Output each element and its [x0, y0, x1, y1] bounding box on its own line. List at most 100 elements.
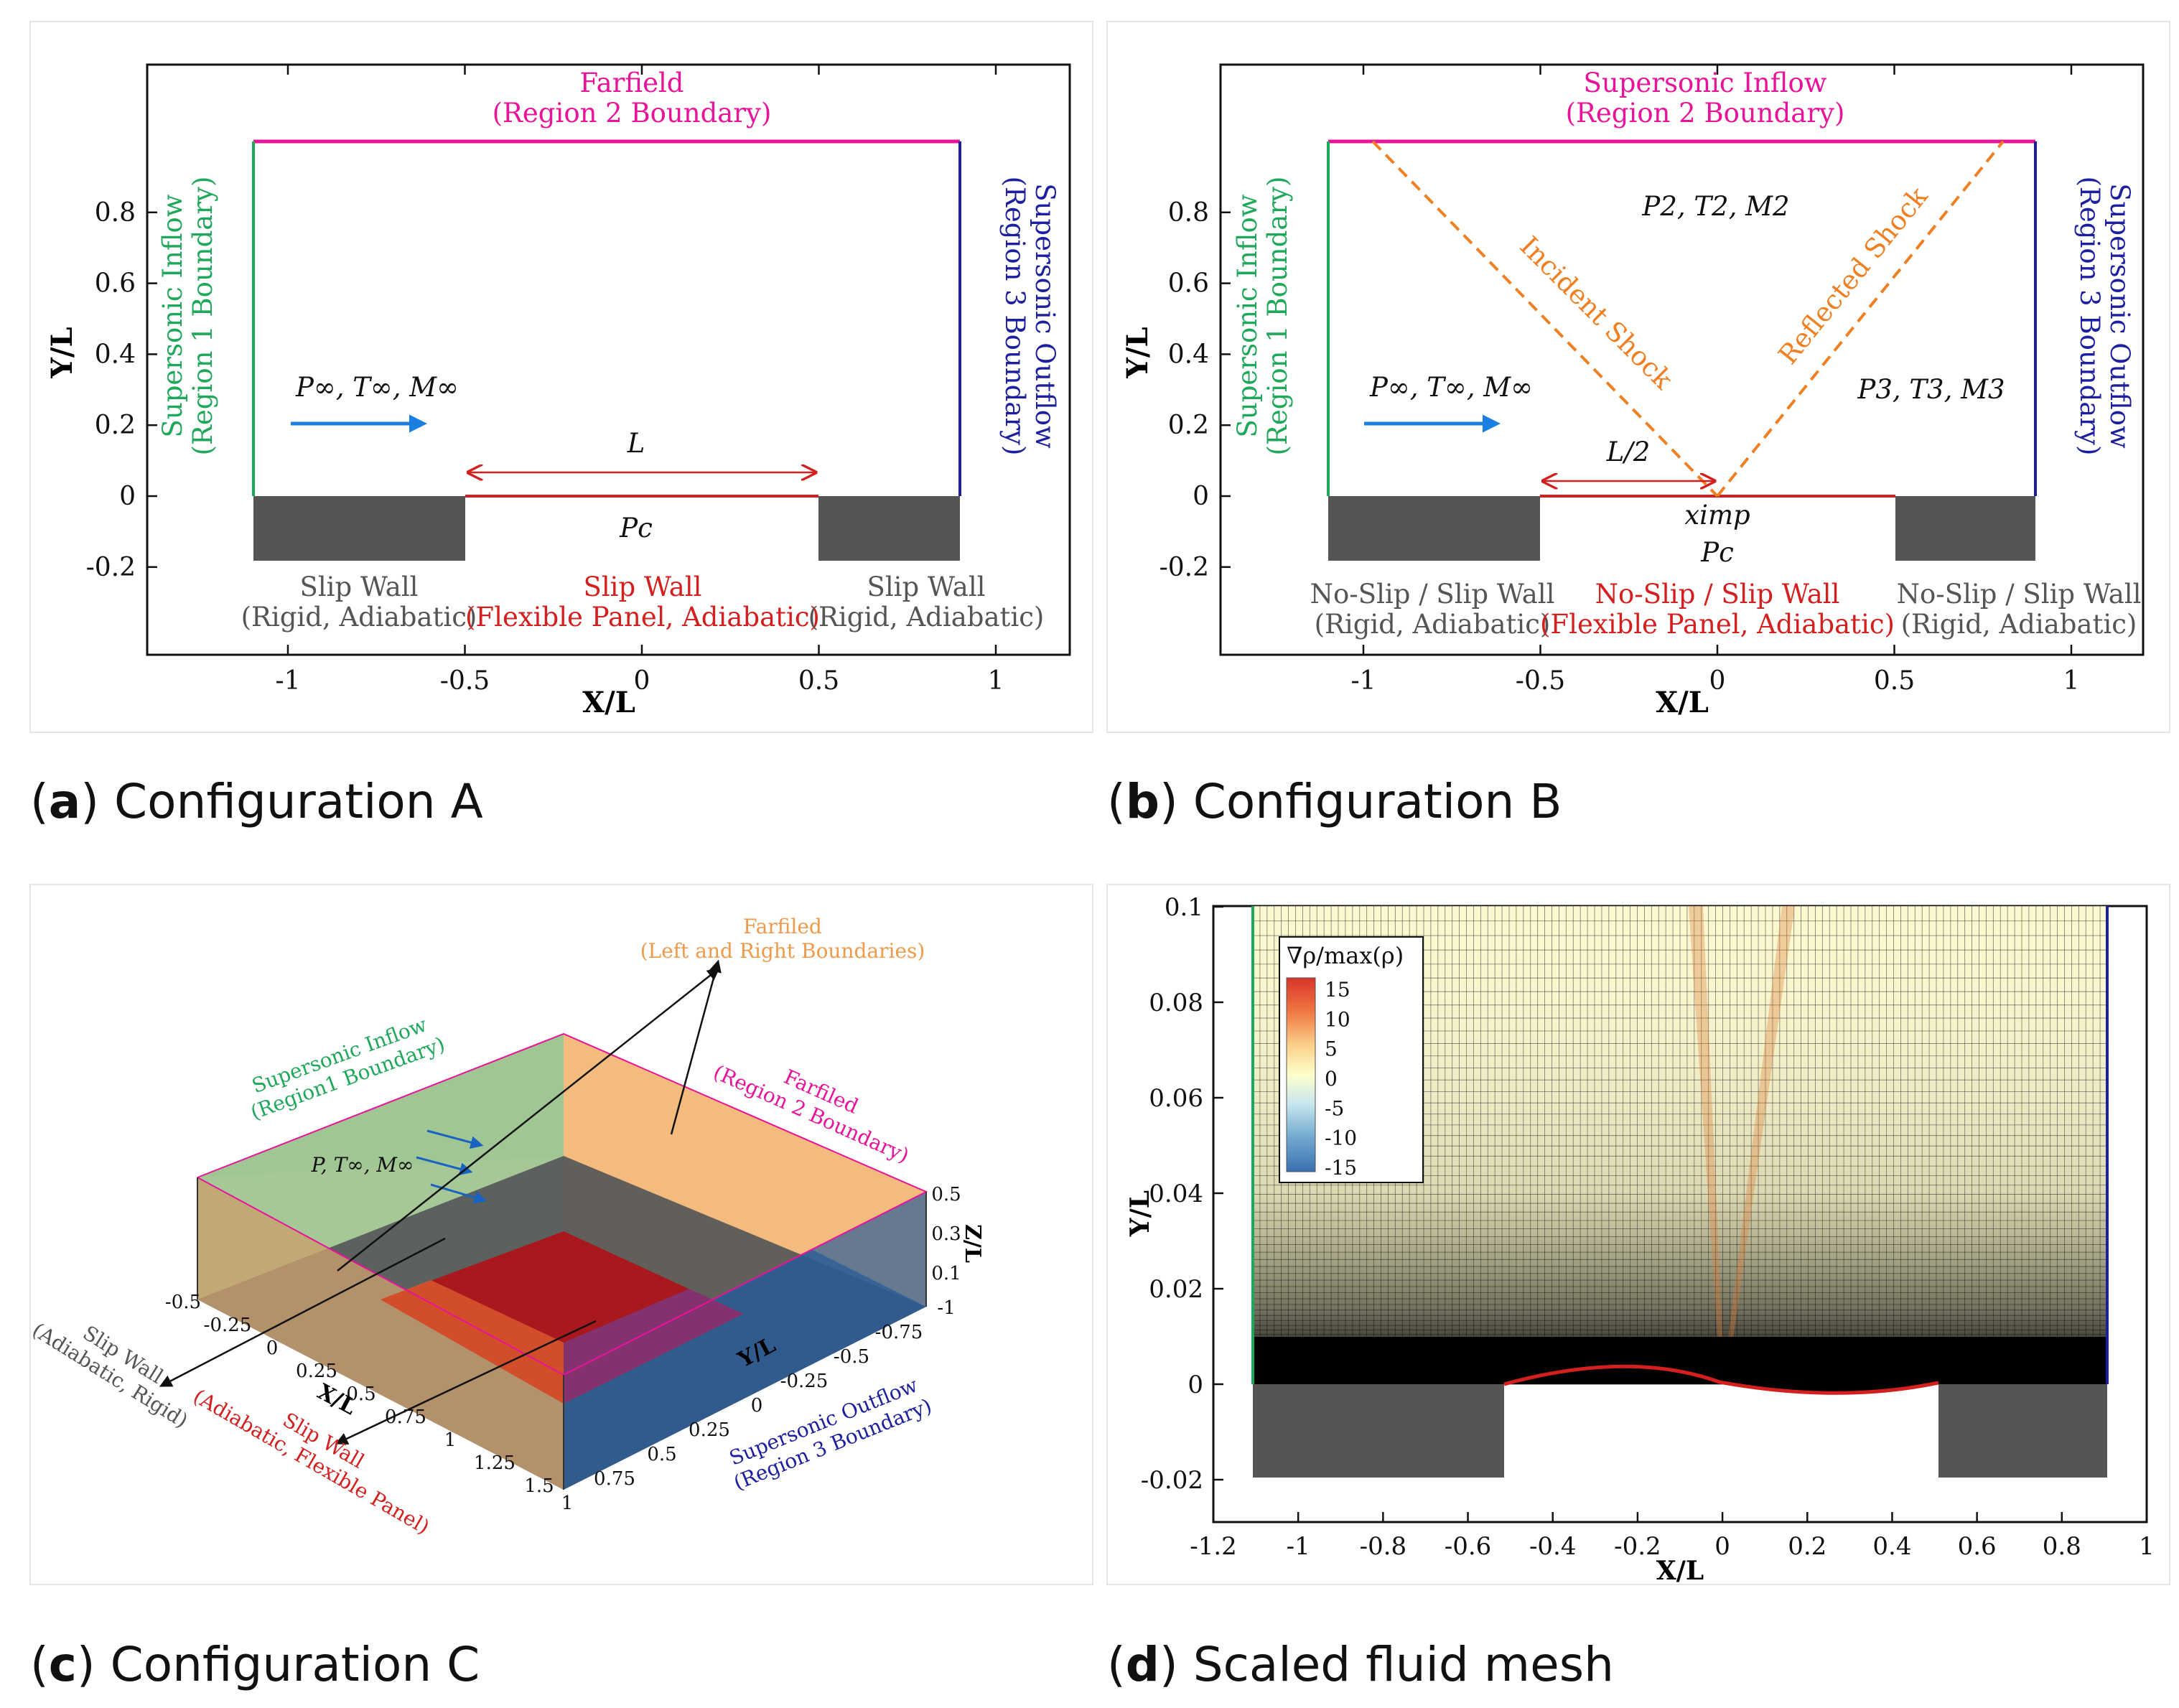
region3-conditions: P3, T3, M3	[1857, 374, 2005, 405]
x-tick-label: 1.5	[524, 1475, 554, 1497]
incident-shock-line	[1371, 140, 1719, 498]
freestream-conditions: P∞, T∞, M∞	[295, 372, 459, 403]
farfield-lr-subtitle: (Left and Right Boundaries)	[640, 939, 925, 963]
reflected-shock-line	[1716, 140, 2005, 498]
inflow-subtitle: (Region 1 Boundary)	[1262, 177, 1293, 456]
top-inflow-title: Supersonic Inflow	[1584, 67, 1827, 98]
panel-c: Farfiled (Left and Right Boundaries) Sup…	[28, 884, 1093, 1585]
wall-mid-title: No-Slip / Slip Wall	[1595, 579, 1840, 610]
reflected-shock-label: Reflected Shock	[1773, 181, 1934, 370]
x-tick-label: 0	[1714, 1532, 1730, 1561]
wall-left-title: No-Slip / Slip Wall	[1310, 579, 1555, 610]
z-tick-label: 0.3	[931, 1223, 961, 1245]
y-tick-label: 0.25	[689, 1419, 730, 1441]
farfield-title: Farfield	[579, 67, 683, 98]
y-tick-label: 0.06	[1149, 1084, 1203, 1113]
outflow-title: Supersonic Outflow	[2104, 183, 2135, 449]
y-axis-label: Y/L	[45, 327, 79, 378]
freestream-conditions: P, T∞, M∞	[311, 1153, 414, 1177]
x-tick-label: -0.4	[1529, 1532, 1577, 1561]
wall-left-subtitle: (Rigid, Adiabatic)	[1315, 609, 1551, 640]
colorbar-title: ∇ρ/max(ρ)	[1287, 942, 1404, 969]
wall-mid-title: Slip Wall	[583, 571, 701, 602]
outflow-face	[564, 1192, 926, 1490]
y-tick-label: 0.08	[1149, 989, 1203, 1017]
plot-frame	[146, 63, 1071, 656]
x-axis-label: X/L	[1656, 686, 1709, 719]
x-tick-label: 1	[444, 1429, 457, 1451]
x-tick-label: 1.25	[474, 1452, 515, 1474]
x-axis-ticks: -1.2 -1 -0.8 -0.6 -0.4 -0.2 0 0.2 0.4 0.6 0.8 1	[1190, 1512, 2155, 1561]
colorbar-tick-label: 10	[1325, 1007, 1350, 1031]
x-tick-label: 0	[1709, 666, 1726, 696]
y-tick-label: 0	[1188, 1371, 1203, 1399]
wall-mid-subtitle: (Flexible Panel, Adiabatic)	[465, 602, 820, 633]
y-tick-label: 0	[1193, 482, 1209, 511]
plot-frame	[1219, 63, 2145, 656]
z-axis-ticks: 0.5 0.3 0.1	[931, 1184, 961, 1284]
x-tick-label: 0.5	[346, 1383, 375, 1405]
y-tick-label: 1	[561, 1493, 574, 1514]
inflow-title: Supersonic Inflow	[157, 194, 188, 437]
y-tick-label: 0.2	[95, 411, 136, 440]
x-tick-label: -0.5	[165, 1292, 201, 1313]
y-tick-label: 0.2	[1168, 411, 1209, 440]
caption-a: (a) Configuration A	[30, 774, 483, 829]
caption-d: (d) Scaled fluid mesh	[1107, 1637, 1614, 1692]
rigid-wall-right	[1895, 496, 2035, 561]
y-tick-label: 0.6	[1168, 269, 1209, 299]
colorbar-tick-label: -15	[1325, 1156, 1357, 1180]
y-tick-label: 0.5	[647, 1444, 676, 1465]
x-tick-label: -0.5	[1516, 666, 1565, 696]
y-tick-label: 0.75	[594, 1468, 635, 1490]
y-tick-label: 0.6	[95, 269, 136, 299]
x-tick-label: 0.6	[1958, 1532, 1997, 1561]
x-tick-label: 0.2	[1788, 1532, 1826, 1561]
inflow-subtitle: (Region 1 Boundary)	[187, 177, 218, 456]
flexible-panel	[381, 1231, 743, 1404]
x-tick-label: -0.25	[204, 1315, 252, 1336]
panel-a: -1 -0.5 0 0.5 1 0.8 0.6 0.4 0.2 0 -0.2 X/L Y/L Fa…	[29, 21, 1093, 733]
x-tick-label: -1	[1350, 666, 1376, 696]
x-tick-label: -0.2	[1614, 1532, 1661, 1561]
y-tick-label: 0.8	[95, 198, 136, 228]
wall-right-title: No-Slip / Slip Wall	[1897, 579, 2142, 610]
x-tick-label: 1	[988, 666, 1004, 696]
farfield-lr-title: Farfiled	[743, 915, 822, 938]
x-tick-label: -0.8	[1360, 1532, 1407, 1561]
x-tick-label: 0.8	[2043, 1532, 2081, 1561]
y-tick-label: -0.2	[86, 553, 136, 582]
deformed-panel	[1503, 1364, 1939, 1395]
reflected-shock-band	[1723, 906, 1795, 1378]
colorbar-tick-label: 5	[1325, 1037, 1338, 1061]
colorbar-tick-label: -10	[1325, 1126, 1357, 1150]
y-tick-label: 0.4	[95, 340, 136, 369]
rigid-wall-left	[1328, 496, 1540, 561]
x-axis-ticks: -1 -0.5 0 0.5 1	[275, 65, 1004, 696]
y-tick-label: -0.02	[1141, 1466, 1203, 1495]
inflow-title: Supersonic Inflow	[1232, 194, 1263, 437]
x-tick-label: 0.25	[296, 1361, 337, 1382]
wall-left-title: Slip Wall	[299, 571, 418, 602]
y-tick-label: -0.2	[1160, 553, 1209, 582]
x-tick-label: -1	[275, 666, 300, 696]
y-axis-ticks: -1 -0.75 -0.5-0.25 0 0.25 0.5 0.75 1	[561, 1297, 956, 1514]
rigid-wall-right	[1938, 1384, 2107, 1478]
x-axis-ticks: -0.5-0.25 0 0.25 0.5 0.75 1 1.25 1.5	[165, 1292, 554, 1497]
y-axis-ticks: 0.8 0.6 0.4 0.2 0 -0.2	[1160, 198, 1231, 582]
x-tick-label: 0	[634, 666, 650, 696]
x-axis-label: X/L	[1656, 1556, 1704, 1586]
y-tick-label: -0.5	[834, 1346, 869, 1368]
wall-right-title: Slip Wall	[867, 571, 985, 602]
y-tick-label: -0.25	[780, 1371, 829, 1392]
z-tick-label: 0.5	[931, 1184, 961, 1205]
incident-shock-band	[1689, 906, 1725, 1378]
y-axis-label: Y/L	[1125, 1190, 1155, 1237]
x-tick-label: -1.2	[1190, 1532, 1237, 1561]
outflow-title: Supersonic Outflow	[1030, 183, 1060, 449]
rigid-wall-right	[818, 496, 960, 561]
colorbar-tick-label: -5	[1325, 1096, 1344, 1120]
x-tick-label: 0	[266, 1338, 279, 1359]
outflow-subtitle: (Region 3 Boundary)	[999, 177, 1030, 456]
y-tick-label: -1	[937, 1297, 955, 1319]
